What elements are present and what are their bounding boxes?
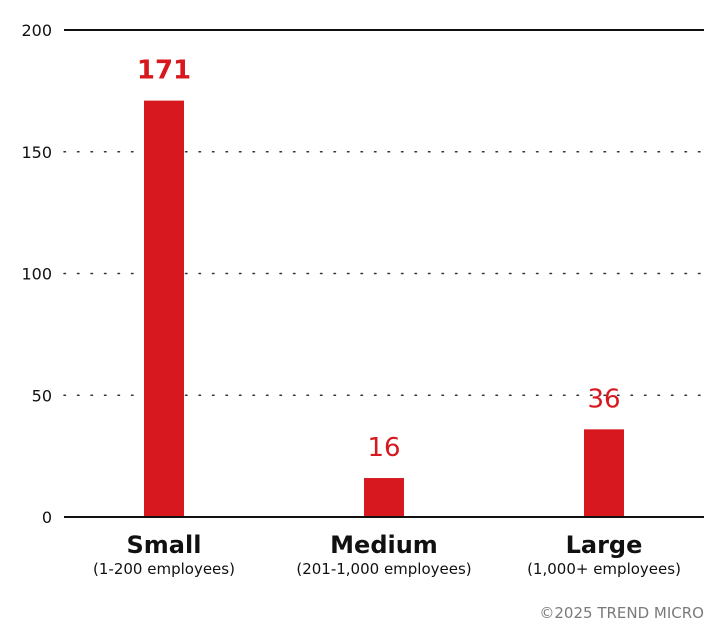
data-labels: 171 16 36 [137, 56, 621, 463]
data-label: 171 [137, 56, 191, 86]
category-subtitle: (1,000+ employees) [527, 560, 681, 578]
category-label: Large [566, 531, 643, 559]
bar-medium [364, 478, 404, 517]
y-axis-ticks: 0 50 100 150 200 [21, 21, 52, 527]
data-label: 36 [587, 384, 620, 414]
category-subtitle: (201-1,000 employees) [296, 560, 471, 578]
y-tick-label: 150 [21, 143, 52, 162]
category-label: Medium [330, 531, 438, 559]
copyright-credit: ©2025 TREND MICRO [539, 604, 704, 622]
bar-large [584, 429, 624, 517]
y-tick-label: 0 [42, 508, 52, 527]
bar-small [144, 100, 184, 518]
bars [144, 100, 624, 518]
category-label: Small [127, 531, 202, 559]
x-axis-categories: Small(1-200 employees) Medium(201-1,000 e… [93, 531, 681, 578]
y-tick-label: 200 [21, 21, 52, 40]
data-label: 16 [367, 433, 400, 463]
category-subtitle: (1-200 employees) [93, 560, 235, 578]
y-tick-label: 50 [32, 386, 52, 405]
axes [64, 29, 704, 518]
y-tick-label: 100 [21, 265, 52, 284]
